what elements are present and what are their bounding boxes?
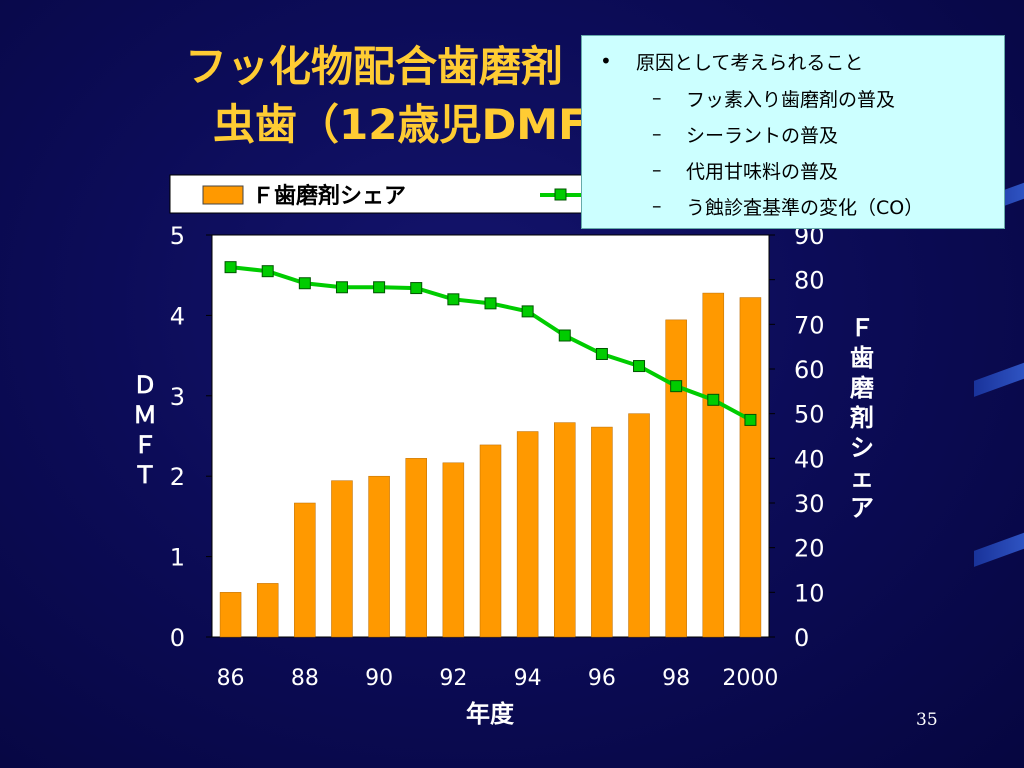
- line-point: [595, 347, 608, 360]
- line-point: [633, 360, 646, 373]
- list-item-text: 代用甘味料の普及: [686, 160, 839, 183]
- axis-title-char: 歯: [850, 344, 874, 372]
- list-item-text: シーラントの普及: [686, 124, 839, 147]
- y-right-tick-label: 10: [794, 579, 825, 607]
- bar: [516, 431, 539, 638]
- x-axis-title: 年度: [466, 700, 515, 728]
- bars-layer: [219, 292, 762, 638]
- line-point: [521, 305, 534, 318]
- dash-icon: –: [652, 195, 662, 217]
- legend-line-marker: [554, 188, 567, 201]
- line-point: [484, 297, 497, 310]
- axis-title-char: Ｆ: [850, 314, 874, 342]
- page-number: 35: [916, 710, 938, 730]
- dash-icon: –: [652, 123, 662, 145]
- axis-title-char: Ｍ: [133, 401, 157, 429]
- bar: [554, 422, 576, 638]
- slide-title-line2: 虫歯（12歳児DMF: [213, 100, 587, 149]
- x-tick-label: 94: [514, 666, 542, 691]
- y-axis-right-title: Ｆ歯磨剤シェア: [849, 314, 874, 522]
- dash-icon: –: [652, 159, 662, 181]
- y-left-tick-label: 4: [170, 302, 185, 330]
- line-point: [335, 281, 348, 294]
- axis-title-char: 剤: [849, 404, 874, 432]
- list-item: – シーラントの普及: [592, 116, 994, 152]
- bar: [739, 297, 762, 638]
- y-left-tick-label: 0: [170, 624, 185, 652]
- x-tick-label: 88: [291, 666, 319, 691]
- list-item-text: フッ素入り歯磨剤の普及: [686, 88, 896, 111]
- y-right-tick-label: 0: [794, 624, 809, 652]
- line-layer: [224, 261, 757, 426]
- callout-heading: 原因として考えられること: [636, 51, 864, 74]
- list-item: – う蝕診査基準の変化（CO）: [592, 188, 994, 224]
- axis-title-char: Ｔ: [133, 461, 157, 489]
- list-item: – 代用甘味料の普及: [592, 152, 994, 188]
- y-right-tick-label: 80: [794, 267, 825, 295]
- line-point: [373, 281, 386, 294]
- x-tick-label: 98: [662, 666, 690, 691]
- line-point: [261, 265, 274, 278]
- causes-callout: • 原因として考えられること – フッ素入り歯磨剤の普及 – シーラントの普及 – 代…: [581, 35, 1005, 229]
- x-tick-label: 92: [439, 666, 467, 691]
- y-right-tick-label: 50: [794, 401, 825, 429]
- bar: [628, 413, 650, 638]
- callout-list: – フッ素入り歯磨剤の普及 – シーラントの普及 – 代用甘味料の普及 – う蝕診査基準…: [592, 80, 994, 224]
- y-right-tick-label: 70: [794, 311, 825, 339]
- bar: [219, 592, 242, 638]
- axis-title-char: シ: [850, 434, 874, 462]
- y-left-tick-label: 1: [170, 544, 185, 572]
- line-point: [410, 282, 423, 295]
- axis-title-char: ェ: [850, 464, 874, 492]
- bar: [702, 292, 725, 638]
- bullet-icon: •: [600, 49, 612, 73]
- line-point: [298, 277, 311, 290]
- y-right-tick-label: 20: [794, 535, 825, 563]
- line-point: [558, 329, 571, 342]
- axis-title-char: Ｆ: [133, 431, 157, 459]
- y-right-tick-label: 40: [794, 445, 825, 473]
- list-item: – フッ素入り歯磨剤の普及: [592, 80, 994, 116]
- bar: [665, 319, 687, 638]
- bar: [294, 502, 316, 638]
- dash-icon: –: [652, 87, 662, 109]
- bar: [479, 444, 502, 638]
- y-left-tick-label: 3: [170, 383, 185, 411]
- bar: [442, 462, 465, 638]
- legend-bar-swatch: [202, 185, 244, 205]
- slide-title-line1: フッ化物配合歯磨剤: [185, 42, 564, 91]
- axis-title-char: ア: [850, 494, 874, 522]
- line-point: [670, 380, 683, 393]
- y-left-tick-label: 2: [170, 463, 185, 491]
- bar: [256, 583, 279, 638]
- line-point: [707, 393, 720, 406]
- bar: [405, 458, 427, 638]
- x-tick-label: 96: [588, 666, 616, 691]
- axis-title-char: Ｄ: [133, 371, 157, 399]
- x-tick-label: 90: [365, 666, 393, 691]
- legend-bar-label: Ｆ歯磨剤シェア: [252, 183, 406, 209]
- x-tick-label: 2000: [722, 666, 778, 691]
- line-point: [744, 413, 757, 426]
- line-point: [224, 261, 237, 274]
- y-right-tick-label: 60: [794, 356, 825, 384]
- slide-title: フッ化物配合歯磨剤 虫歯（12歳児DMF: [185, 38, 705, 154]
- list-item-text: う蝕診査基準の変化（CO）: [686, 196, 924, 219]
- y-right-tick-label: 30: [794, 490, 825, 518]
- bar: [368, 475, 390, 638]
- bar: [331, 480, 353, 638]
- x-tick-label: 86: [217, 666, 245, 691]
- y-left-tick-label: 5: [170, 222, 185, 250]
- bar: [591, 426, 613, 638]
- axis-title-char: 磨: [850, 374, 874, 402]
- line-point: [447, 293, 460, 306]
